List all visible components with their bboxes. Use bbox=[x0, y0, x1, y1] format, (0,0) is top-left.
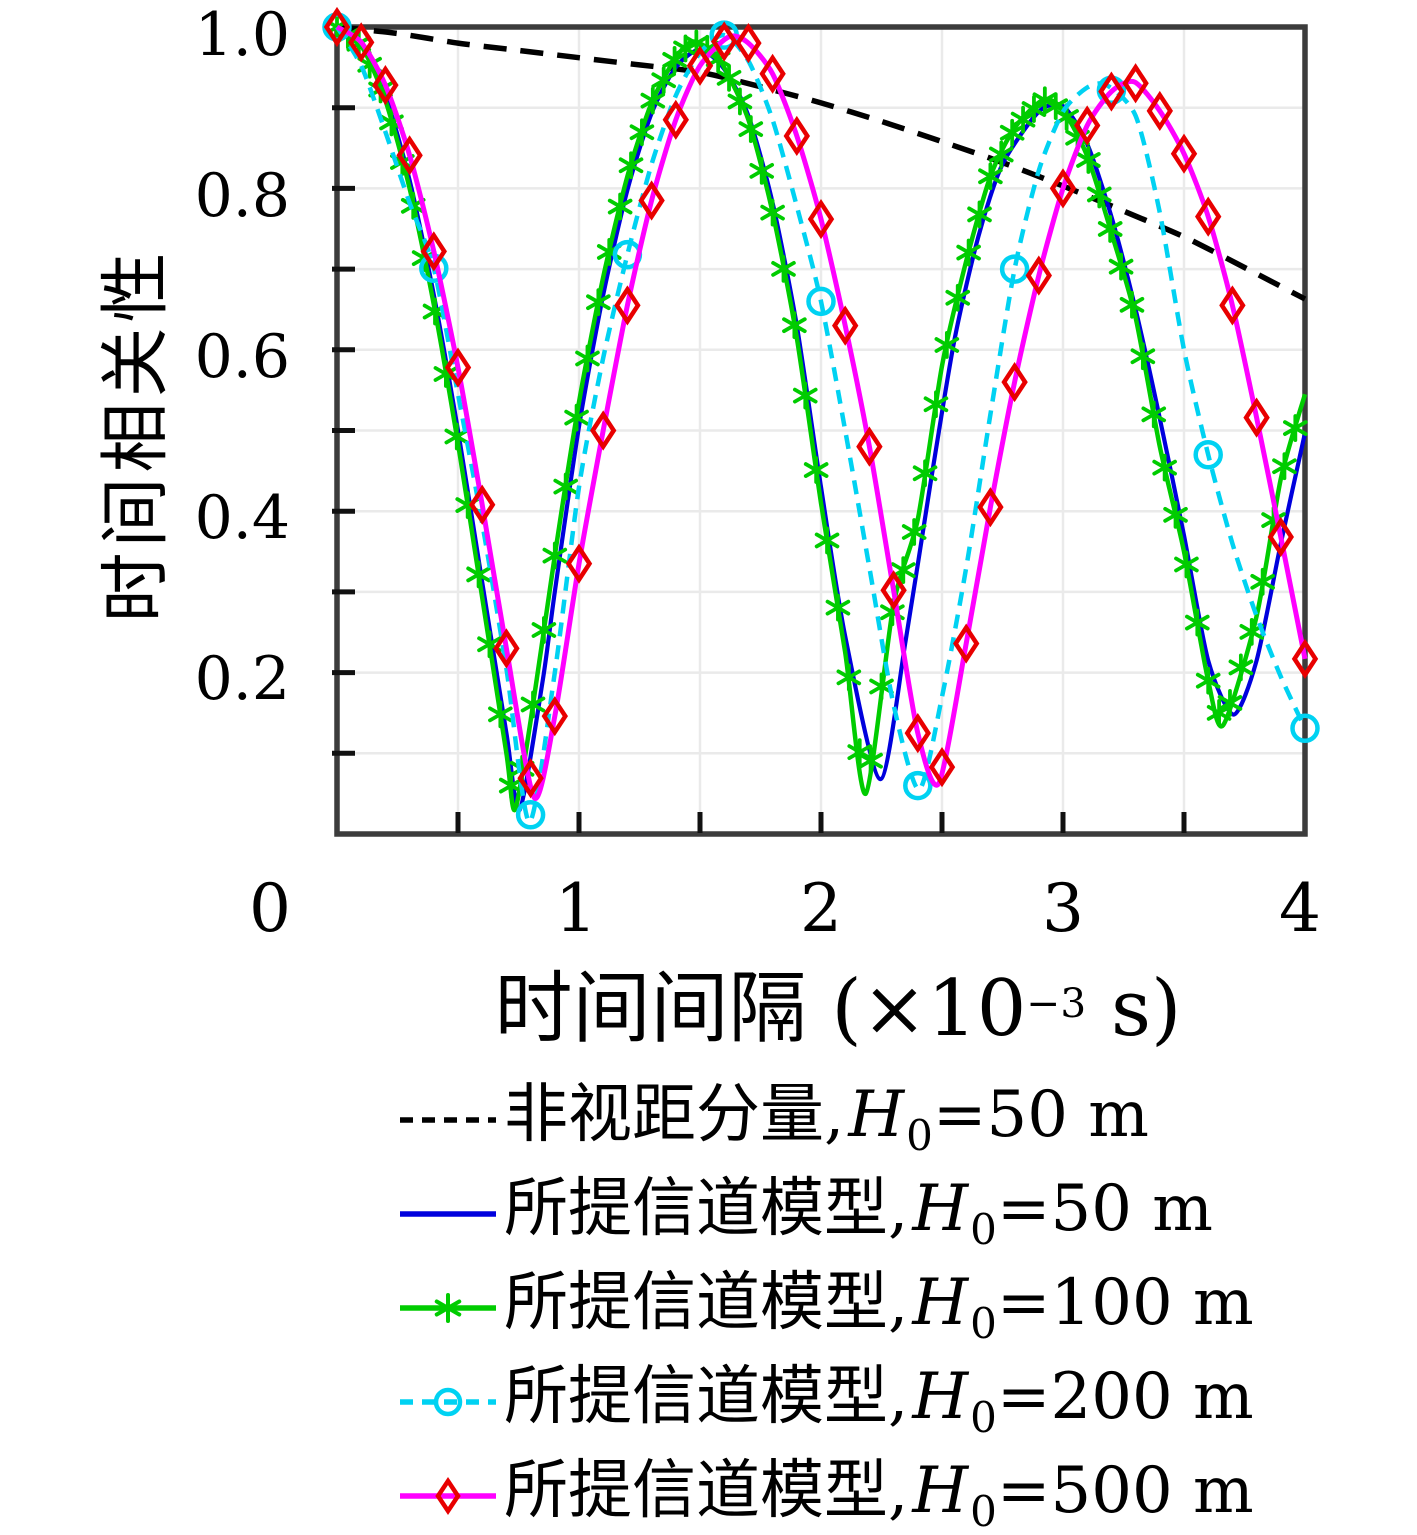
legend-label: 所提信道模型,H0=200 m bbox=[504, 1360, 1254, 1442]
x-axis-title-text: 时间间隔 (×10 bbox=[494, 964, 1027, 1054]
legend: 非视距分量,H0=50 m 所提信道模型,H0=50 m 所提信道模型,H0=1… bbox=[398, 1073, 1254, 1535]
y-axis-title: 时间相关性 bbox=[94, 247, 177, 623]
legend-item-proposed-500: 所提信道模型,H0=500 m bbox=[398, 1449, 1254, 1535]
legend-label: 所提信道模型,H0=100 m bbox=[504, 1266, 1254, 1348]
x-tick-label: 4 bbox=[1279, 870, 1321, 947]
plot-area bbox=[322, 6, 1320, 837]
x-axis-title-exponent: −3 bbox=[1026, 978, 1087, 1027]
y-tick-label: 0.4 bbox=[194, 483, 290, 553]
y-tick-label: 0.2 bbox=[194, 644, 290, 714]
legend-blue-line-icon bbox=[400, 1211, 496, 1217]
x-tick-label: 1 bbox=[555, 870, 597, 947]
x-axis-title-unit: s) bbox=[1086, 964, 1182, 1054]
legend-label: 非视距分量,H0=50 m bbox=[504, 1078, 1149, 1160]
legend-item-nlos-50: 非视距分量,H0=50 m bbox=[398, 1073, 1254, 1167]
y-tick-label: 0.6 bbox=[194, 322, 290, 392]
x-tick-label: 0 bbox=[249, 870, 291, 947]
legend-green-asterisk-line-icon bbox=[400, 1293, 496, 1323]
legend-cyan-dashed-circle-line-icon bbox=[400, 1387, 496, 1417]
x-tick-label: 2 bbox=[800, 870, 842, 947]
y-tick-label: 1.0 bbox=[194, 0, 290, 70]
legend-item-proposed-50: 所提信道模型,H0=50 m bbox=[398, 1167, 1254, 1261]
legend-label: 所提信道模型,H0=50 m bbox=[504, 1172, 1213, 1254]
legend-label: 所提信道模型,H0=500 m bbox=[504, 1454, 1254, 1535]
legend-magenta-diamond-line-icon bbox=[400, 1476, 496, 1516]
y-tick-label: 0.8 bbox=[194, 161, 290, 231]
x-axis-title: 时间间隔 (×10−3 s) bbox=[495, 946, 1182, 1058]
legend-item-proposed-200: 所提信道模型,H0=200 m bbox=[398, 1355, 1254, 1449]
legend-dashed-black-line-icon bbox=[400, 1117, 496, 1123]
x-tick-label: 3 bbox=[1042, 870, 1084, 947]
legend-item-proposed-100: 所提信道模型,H0=100 m bbox=[398, 1261, 1254, 1355]
